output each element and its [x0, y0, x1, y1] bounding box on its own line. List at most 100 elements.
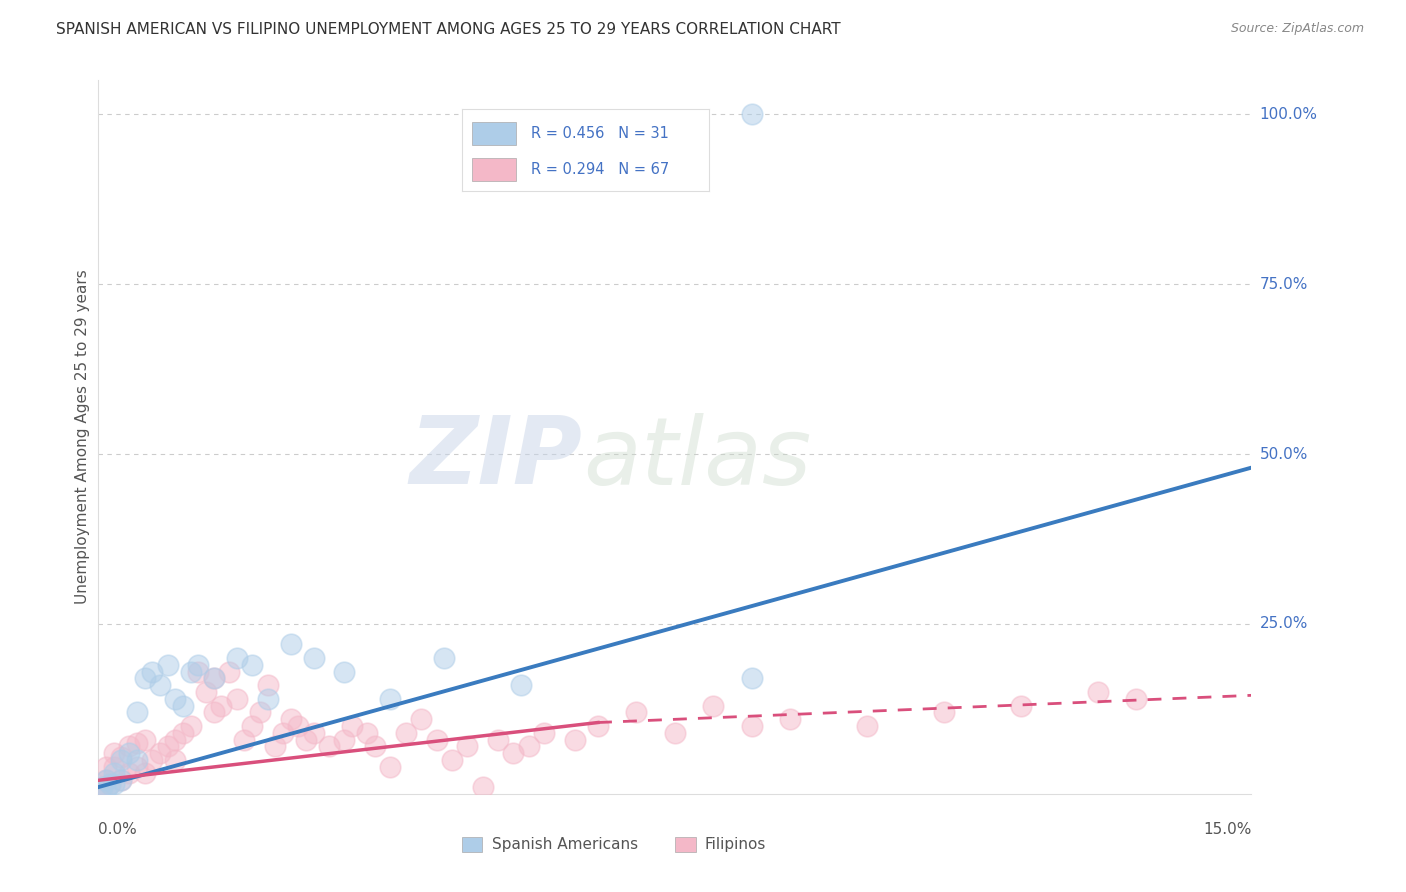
Point — [125, 760, 148, 774]
Point — [411, 712, 433, 726]
Point — [240, 719, 263, 733]
Point — [125, 736, 148, 750]
Text: 100.0%: 100.0% — [1260, 107, 1317, 122]
Point — [295, 732, 318, 747]
Point — [249, 706, 271, 720]
Point — [271, 725, 294, 739]
Point — [856, 719, 879, 733]
Point — [1125, 691, 1147, 706]
Text: 75.0%: 75.0% — [1260, 277, 1308, 292]
Point — [333, 732, 356, 747]
Point — [98, 777, 121, 791]
Point — [202, 706, 225, 720]
Point — [98, 777, 121, 791]
Point — [626, 706, 648, 720]
Point — [256, 678, 278, 692]
Point — [456, 739, 478, 754]
Point — [333, 665, 356, 679]
Point — [932, 706, 955, 720]
Point — [134, 766, 156, 780]
Point — [264, 739, 287, 754]
Point — [172, 725, 194, 739]
Point — [165, 691, 187, 706]
Point — [103, 766, 125, 780]
Point — [510, 678, 533, 692]
Point — [187, 657, 209, 672]
Point — [165, 732, 187, 747]
Point — [91, 783, 114, 797]
Point — [149, 678, 172, 692]
Point — [110, 773, 132, 788]
Text: Spanish Americans: Spanish Americans — [492, 837, 638, 852]
Point — [287, 719, 309, 733]
Point — [533, 725, 555, 739]
Point — [356, 725, 378, 739]
Point — [240, 657, 263, 672]
Point — [380, 760, 402, 774]
Point — [1087, 685, 1109, 699]
Point — [156, 739, 179, 754]
Text: ZIP: ZIP — [409, 412, 582, 505]
Text: Filipinos: Filipinos — [704, 837, 766, 852]
Point — [94, 773, 117, 788]
Point — [195, 685, 218, 699]
Text: atlas: atlas — [582, 413, 811, 504]
Point — [779, 712, 801, 726]
Point — [1010, 698, 1032, 713]
Text: 25.0%: 25.0% — [1260, 616, 1308, 632]
Point — [233, 732, 256, 747]
Point — [90, 780, 112, 794]
Point — [141, 753, 163, 767]
Point — [302, 651, 325, 665]
Point — [125, 706, 148, 720]
Point — [318, 739, 340, 754]
Point — [202, 671, 225, 685]
Point — [440, 753, 463, 767]
Point — [165, 753, 187, 767]
Point — [118, 766, 141, 780]
Point — [586, 719, 609, 733]
Point — [180, 719, 202, 733]
Point — [103, 760, 125, 774]
Point — [94, 773, 117, 788]
Point — [91, 780, 114, 794]
Point — [471, 780, 494, 794]
Point — [187, 665, 209, 679]
Text: 0.0%: 0.0% — [98, 822, 138, 838]
Point — [134, 732, 156, 747]
Point — [134, 671, 156, 685]
Point — [664, 725, 686, 739]
Point — [209, 698, 232, 713]
Point — [702, 698, 724, 713]
Point — [118, 739, 141, 754]
Point — [741, 107, 763, 121]
Point — [94, 783, 117, 797]
Point — [340, 719, 363, 733]
Point — [103, 746, 125, 760]
Point — [433, 651, 456, 665]
Text: Source: ZipAtlas.com: Source: ZipAtlas.com — [1230, 22, 1364, 36]
Point — [110, 749, 132, 764]
Bar — [461, 837, 482, 853]
Point — [110, 773, 132, 788]
Text: 15.0%: 15.0% — [1204, 822, 1251, 838]
Point — [118, 746, 141, 760]
Point — [502, 746, 524, 760]
Text: 50.0%: 50.0% — [1260, 447, 1308, 461]
Y-axis label: Unemployment Among Ages 25 to 29 years: Unemployment Among Ages 25 to 29 years — [75, 269, 90, 605]
Point — [280, 637, 302, 651]
Point — [125, 753, 148, 767]
Text: SPANISH AMERICAN VS FILIPINO UNEMPLOYMENT AMONG AGES 25 TO 29 YEARS CORRELATION : SPANISH AMERICAN VS FILIPINO UNEMPLOYMEN… — [56, 22, 841, 37]
Point — [564, 732, 586, 747]
Point — [364, 739, 387, 754]
Point — [180, 665, 202, 679]
Point — [256, 691, 278, 706]
Point — [218, 665, 240, 679]
Point — [517, 739, 540, 754]
Point — [110, 753, 132, 767]
Point — [280, 712, 302, 726]
Point — [302, 725, 325, 739]
Point — [141, 665, 163, 679]
Point — [380, 691, 402, 706]
Point — [172, 698, 194, 713]
